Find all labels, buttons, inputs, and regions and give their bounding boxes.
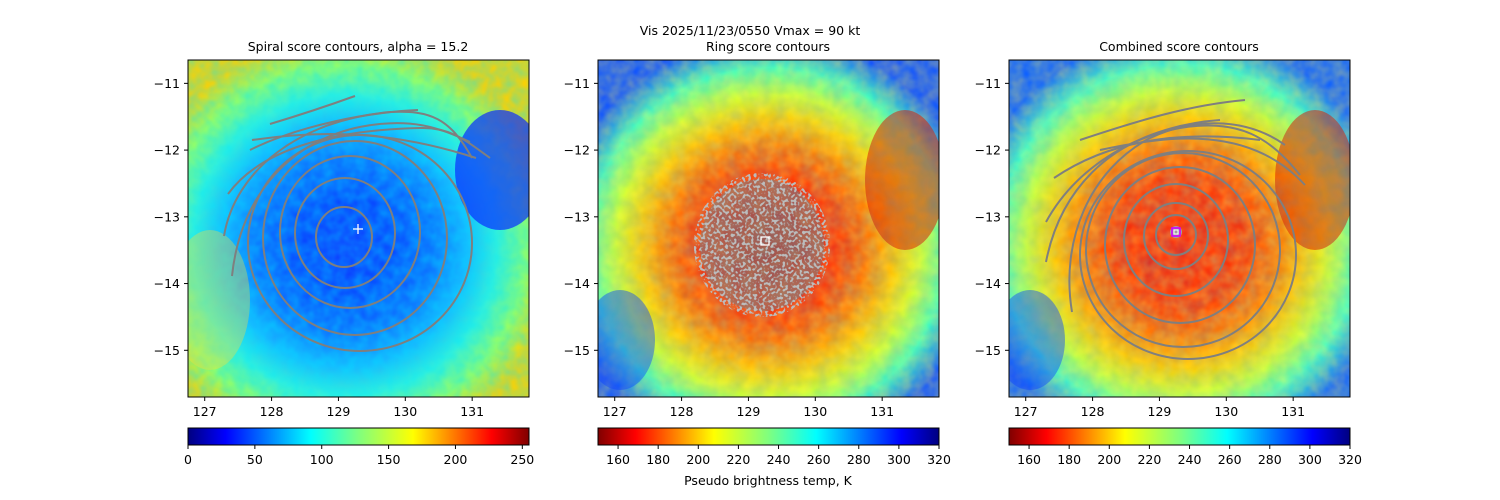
colorbar-tick-label: 180 (1057, 452, 1081, 467)
x-tick-label: 128 (670, 404, 694, 419)
colorbar-tick-label: 300 (1298, 452, 1322, 467)
colorbar-tick-label: 240 (1178, 452, 1202, 467)
colorbar-tick-label: 250 (510, 452, 534, 467)
heatmap-image (1009, 60, 1350, 397)
colorbar-tick-label: 300 (887, 452, 911, 467)
panel-spiral: Spiral score contours, alpha = 15.2 (154, 39, 535, 467)
x-tick-label: 131 (1281, 404, 1305, 419)
colorbar-tick-label: 240 (767, 452, 791, 467)
colorbar-tick-label: 50 (247, 452, 263, 467)
x-tick-label: 129 (327, 404, 351, 419)
center-marker-plus (353, 224, 363, 234)
x-tick-label: 129 (1148, 404, 1172, 419)
axes-frame (187, 59, 530, 398)
y-tick-label: −14 (564, 276, 590, 291)
y-tick-label: −14 (154, 276, 180, 291)
panel-title: Ring score contours (706, 39, 830, 54)
colorbar-ticks: 160 180 200 220 240 260 280 300 320 (1017, 445, 1362, 467)
colorbar-tick-label: 160 (1017, 452, 1041, 467)
y-tick-label: −12 (975, 143, 1001, 158)
axes-ticks: 127 128 129 130 131 −11 −12 −13 −14 −15 (564, 76, 894, 419)
panel-combined: Combined score contours (975, 39, 1362, 467)
colorbar-tick-label: 200 (444, 452, 468, 467)
panel-ring: Ring score contours 127 128 129 130 131 −11 −1… (564, 39, 951, 488)
axes-ticks: 127 128 129 130 131 −11 −12 −13 −14 −15 (975, 76, 1305, 419)
x-tick-label: 128 (260, 404, 284, 419)
center-marker-square (760, 236, 770, 246)
x-tick-label: 129 (737, 404, 761, 419)
center-marker-square (1171, 227, 1181, 237)
y-tick-label: −11 (975, 76, 1001, 91)
colorbar-tick-label: 260 (1218, 452, 1242, 467)
y-tick-label: −15 (564, 343, 590, 358)
x-tick-label: 131 (870, 404, 894, 419)
x-tick-label: 130 (803, 404, 827, 419)
colorbar-tick-label: 0 (184, 452, 192, 467)
x-tick-label: 127 (1014, 404, 1038, 419)
x-tick-label: 130 (1214, 404, 1238, 419)
axes-ticks: 127 128 129 130 131 −11 −12 −13 −14 −15 (154, 76, 484, 419)
colorbar-tick-label: 200 (1097, 452, 1121, 467)
colorbar-ticks: 160 180 200 220 240 260 280 300 320 (606, 445, 951, 467)
y-tick-label: −13 (154, 209, 180, 224)
colorbar-tick-label: 320 (1338, 452, 1362, 467)
colorbar (187, 427, 530, 446)
colorbar-tick-label: 200 (686, 452, 710, 467)
colorbar-tick-label: 260 (807, 452, 831, 467)
figure-title: Vis 2025/11/23/0550 Vmax = 90 kt (639, 23, 861, 38)
colorbar-tick-label: 220 (1137, 452, 1161, 467)
colorbar-label: Pseudo brightness temp, K (684, 473, 853, 488)
heatmap-image (598, 60, 939, 397)
x-tick-label: 128 (1081, 404, 1105, 419)
colorbar-tick-label: 280 (847, 452, 871, 467)
y-tick-label: −11 (154, 76, 180, 91)
panel-title: Spiral score contours, alpha = 15.2 (248, 39, 469, 54)
x-tick-label: 130 (393, 404, 417, 419)
axes-frame (597, 59, 940, 398)
y-tick-label: −14 (975, 276, 1001, 291)
colorbar-tick-label: 220 (726, 452, 750, 467)
y-tick-label: −13 (975, 209, 1001, 224)
y-tick-label: −15 (154, 343, 180, 358)
colorbar-tick-label: 320 (927, 452, 951, 467)
x-tick-label: 131 (460, 404, 484, 419)
y-tick-label: −12 (154, 143, 180, 158)
axes-frame (1008, 59, 1351, 398)
x-tick-label: 127 (193, 404, 217, 419)
colorbar-tick-label: 280 (1258, 452, 1282, 467)
x-tick-label: 127 (603, 404, 627, 419)
y-tick-label: −13 (564, 209, 590, 224)
colorbar (597, 427, 940, 446)
y-tick-label: −11 (564, 76, 590, 91)
colorbar (1008, 427, 1351, 446)
y-tick-label: −12 (564, 143, 590, 158)
colorbar-tick-label: 160 (606, 452, 630, 467)
colorbar-ticks: 0 50 100 150 200 250 (184, 445, 534, 467)
colorbar-tick-label: 150 (377, 452, 401, 467)
colorbar-tick-label: 100 (310, 452, 334, 467)
y-tick-label: −15 (975, 343, 1001, 358)
panel-title: Combined score contours (1099, 39, 1259, 54)
colorbar-tick-label: 180 (646, 452, 670, 467)
